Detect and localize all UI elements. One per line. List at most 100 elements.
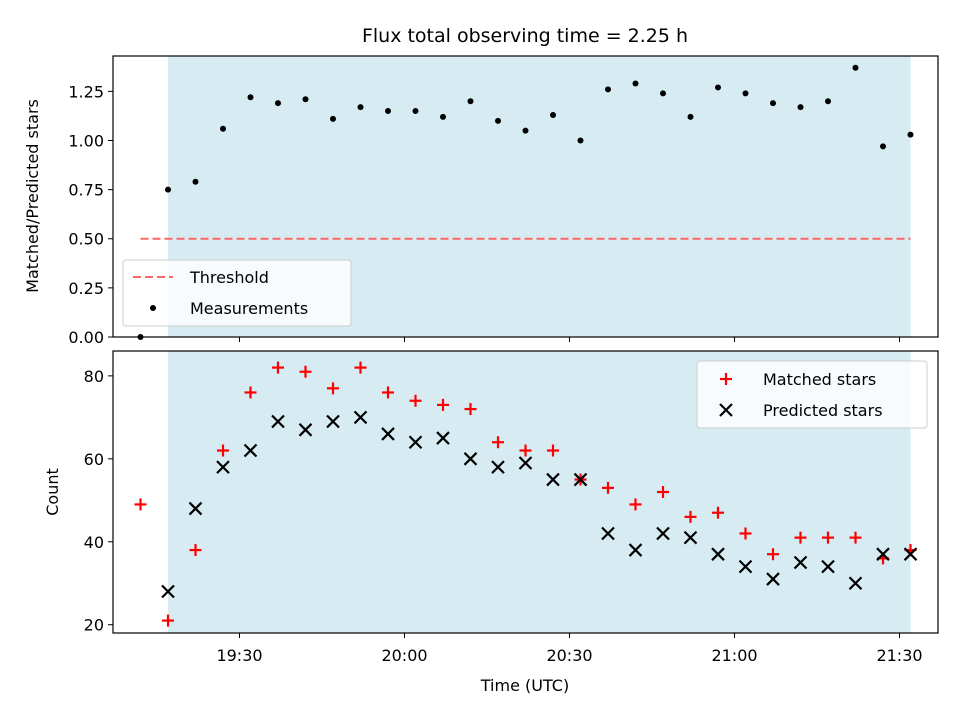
top-x-ticks: [239, 337, 900, 342]
bottom-panel: 20 40 60 80 19:30 20:00 20:30 21:00 21:30 Count…: [43, 350, 939, 695]
predicted-star-point: [326, 414, 340, 429]
measurement-point: [825, 98, 831, 105]
legend-matched-swatch: [720, 373, 732, 385]
y-tick-label: 40: [84, 533, 104, 552]
predicted-star-point: [408, 435, 423, 450]
matched-star-point: [162, 614, 174, 627]
measurement-point: [440, 113, 446, 120]
matched-star-point: [134, 498, 147, 511]
predicted-star-point: [518, 456, 533, 470]
predicted-star-point: [298, 423, 313, 437]
measurement-point: [522, 127, 529, 134]
predicted-star-point: [711, 547, 725, 561]
measurement-point: [550, 111, 556, 118]
measurement-point: [165, 186, 171, 193]
predicted-star-point: [766, 572, 780, 586]
matched-star-point: [354, 361, 367, 374]
predicted-star-point: [656, 526, 670, 541]
top-panel: 0.00 0.25 0.50 0.75 1.00 1.25 Matched/Predict…: [23, 55, 939, 347]
matched-star-point: [629, 498, 642, 511]
predicted-star-point: [601, 526, 615, 541]
predicted-star-point: [903, 547, 918, 561]
predicted-star-point: [436, 431, 450, 445]
predicted-star-point: [546, 472, 560, 487]
predicted-star-point: [353, 410, 368, 425]
predicted-stars-series: [161, 410, 918, 599]
matched-star-point: [767, 548, 779, 561]
measurement-point: [742, 90, 749, 97]
measurement-point: [797, 104, 804, 111]
bottom-y-axis-label: Count: [43, 468, 62, 516]
matched-star-point: [464, 403, 477, 416]
measurement-point: [715, 84, 721, 91]
matched-star-point: [327, 382, 339, 395]
predicted-star-point: [683, 530, 698, 545]
predicted-star-point: [848, 576, 863, 591]
bottom-axes-frame: [112, 350, 939, 634]
matched-star-point: [739, 527, 752, 540]
predicted-star-point: [821, 559, 835, 574]
predicted-star-point: [738, 559, 753, 574]
measurement-point: [275, 100, 281, 107]
measurement-point: [412, 108, 419, 115]
x-tick-label: 19:30: [216, 646, 262, 665]
legend-box: [696, 360, 928, 429]
legend-threshold-label: Threshold: [189, 268, 269, 287]
matched-star-point: [657, 486, 669, 498]
matched-star-point: [684, 510, 697, 523]
legend-box: [122, 259, 352, 327]
matched-star-point: [437, 398, 449, 411]
measurement-point: [632, 80, 639, 87]
measurement-point: [302, 96, 309, 103]
measurement-point: [605, 86, 611, 93]
y-tick-label: 0.50: [68, 230, 104, 249]
chart-title: Flux total observing time = 2.25 h: [362, 25, 688, 47]
measurements-series: [137, 64, 914, 340]
matched-star-point: [602, 481, 614, 494]
x-tick-label: 20:00: [381, 646, 427, 665]
predicted-star-point: [628, 543, 643, 557]
legend-predicted-label: Predicted stars: [763, 401, 883, 420]
y-tick-label: 60: [84, 450, 104, 469]
matched-star-point: [712, 506, 724, 519]
predicted-star-point: [271, 414, 285, 429]
predicted-star-point: [216, 460, 230, 474]
bottom-legend: Matched stars Predicted stars: [696, 360, 928, 429]
matched-star-point: [849, 531, 862, 544]
matched-star-point: [519, 444, 532, 457]
measurement-point: [192, 178, 199, 185]
matched-star-point: [492, 436, 504, 449]
matched-star-point: [547, 444, 559, 457]
matched-star-point: [272, 361, 284, 374]
top-y-axis: 0.00 0.25 0.50 0.75 1.00 1.25: [68, 82, 113, 347]
predicted-star-point: [188, 501, 203, 516]
y-tick-label: 1.25: [68, 82, 104, 101]
measurement-point: [467, 98, 474, 105]
predicted-star-point: [463, 452, 478, 466]
predicted-star-point: [491, 460, 505, 474]
measurement-point: [577, 137, 584, 144]
measurement-point: [907, 131, 914, 138]
bottom-x-axis: 19:30 20:00 20:30 21:00 21:30: [216, 633, 923, 665]
predicted-star-point: [243, 443, 258, 458]
measurement-point: [687, 113, 694, 120]
measurement-point: [495, 117, 501, 124]
measurement-point: [330, 115, 336, 122]
legend-matched-label: Matched stars: [763, 370, 876, 389]
y-tick-label: 80: [84, 367, 104, 386]
legend-predicted-swatch: [719, 403, 733, 417]
measurement-point: [247, 94, 254, 101]
y-tick-label: 20: [84, 616, 104, 635]
y-tick-label: 0.25: [68, 279, 104, 298]
matched-star-point: [382, 386, 394, 399]
legend-measurements-label: Measurements: [190, 299, 308, 318]
y-tick-label: 0.00: [68, 328, 104, 347]
measurement-point: [220, 125, 226, 132]
bottom-y-axis: 20 40 60 80: [84, 367, 113, 635]
x-tick-label: 21:00: [711, 646, 757, 665]
legend-measurements-swatch: [150, 305, 156, 311]
top-axes-frame: [112, 55, 939, 338]
top-legend: Threshold Measurements: [122, 259, 352, 327]
predicted-star-point: [381, 427, 395, 441]
